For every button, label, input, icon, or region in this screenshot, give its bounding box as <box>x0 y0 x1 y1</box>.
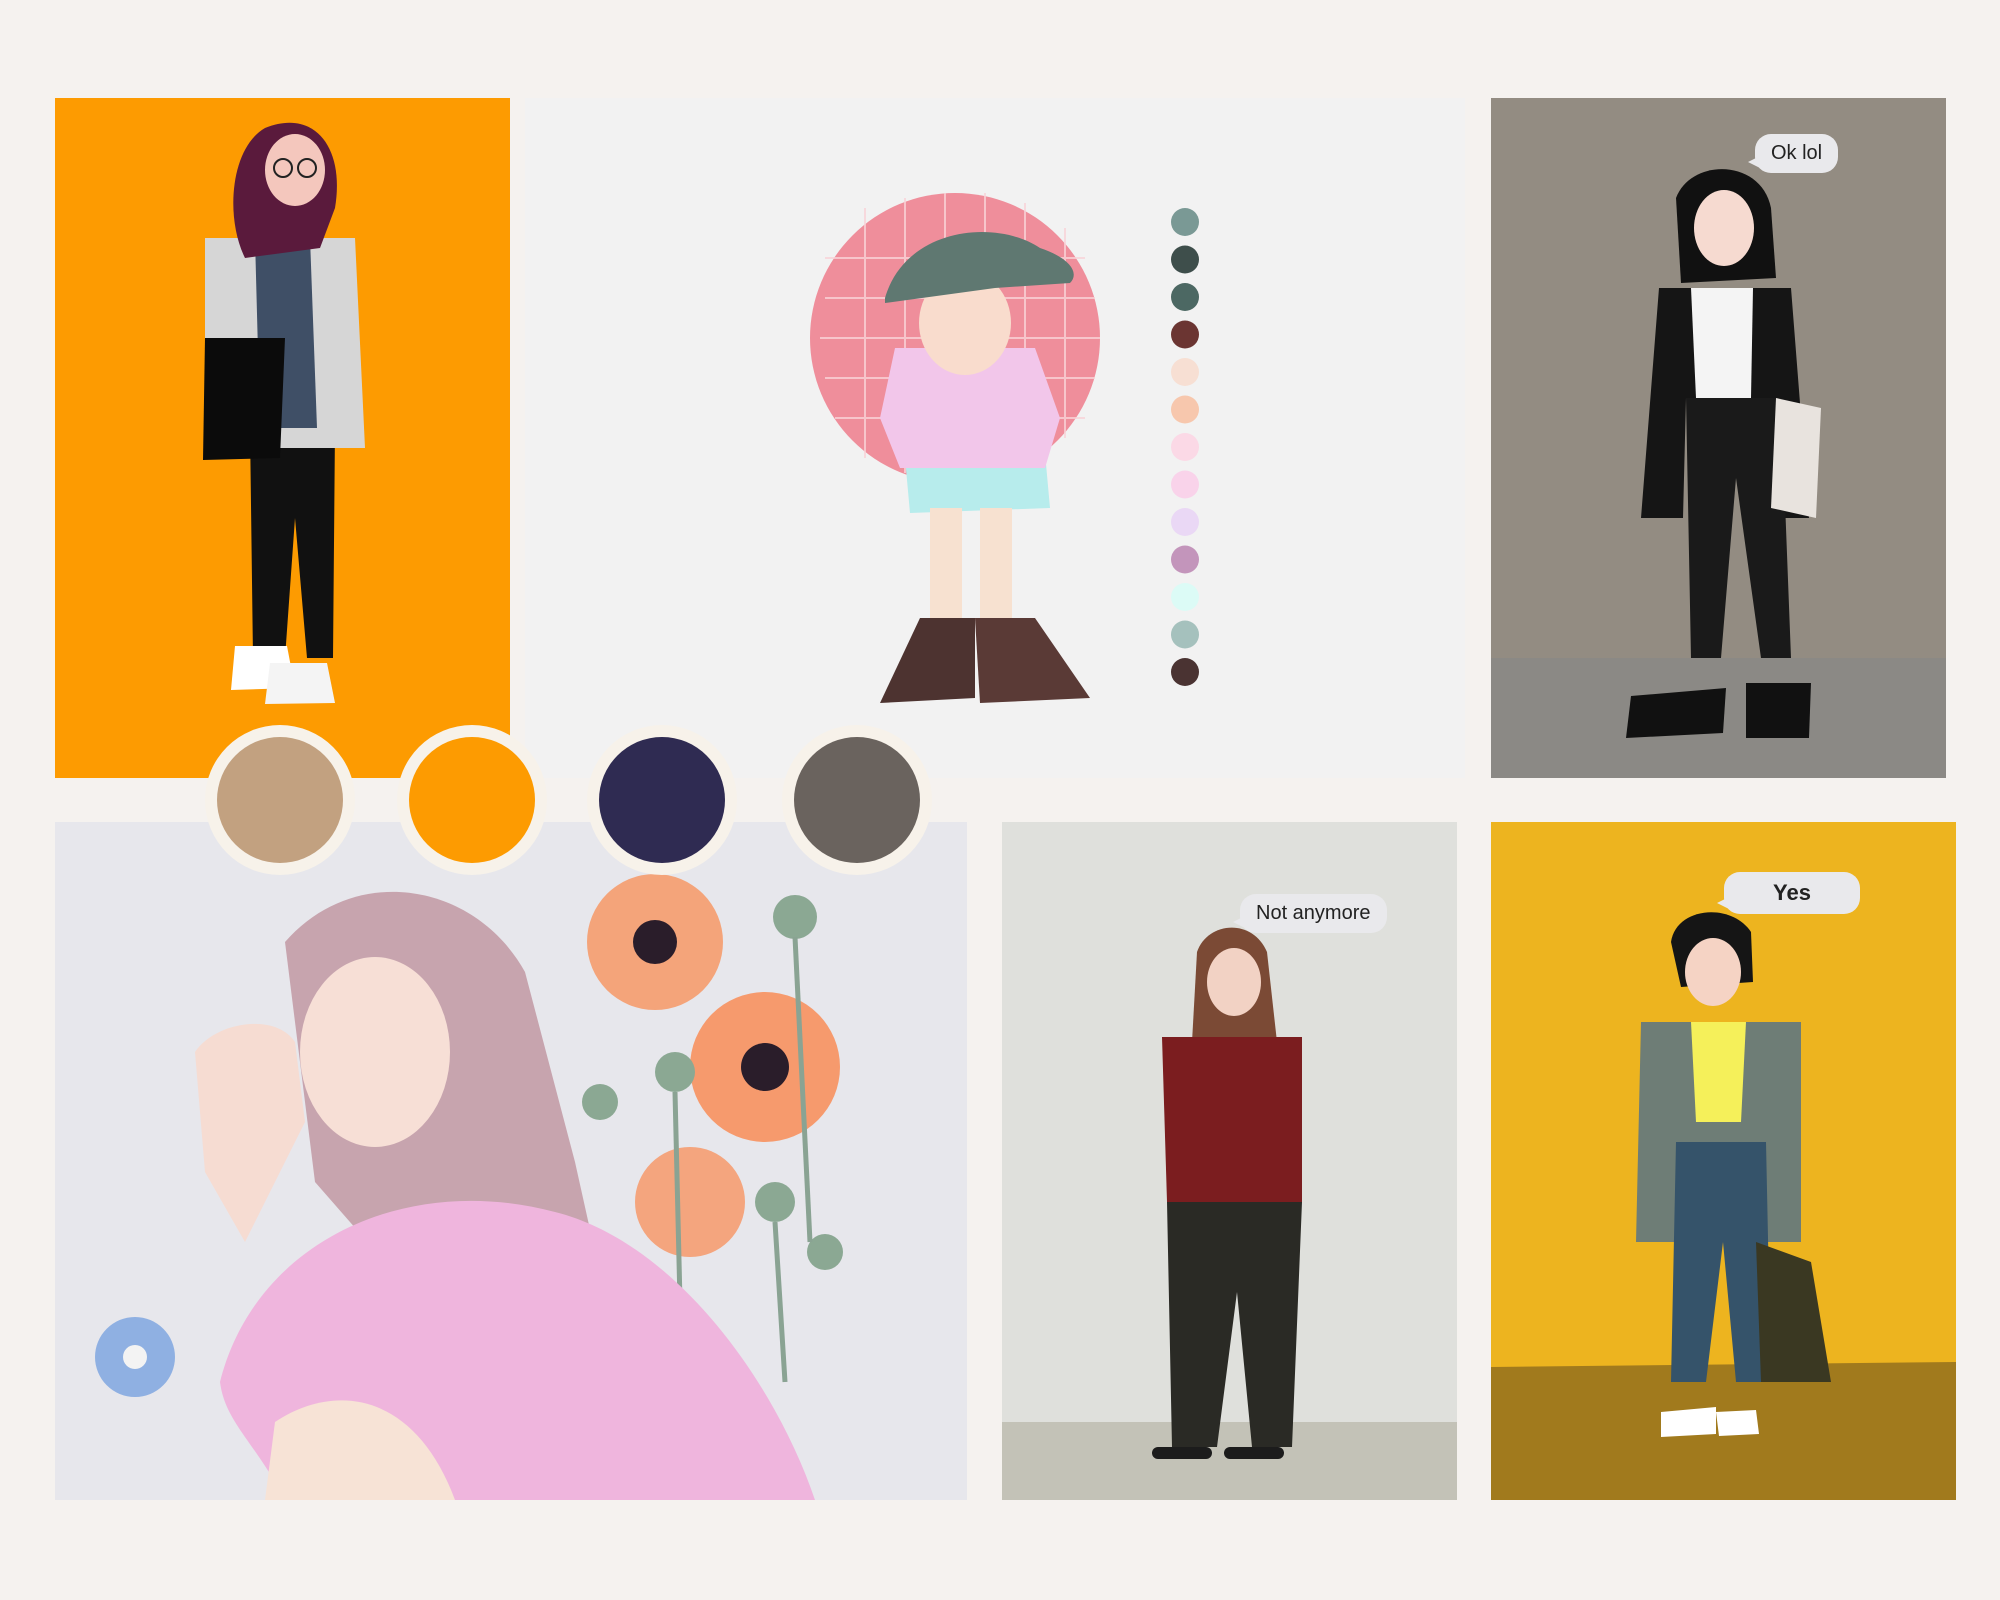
child-palette-dot <box>1171 470 1199 499</box>
illustration-ok-lol-girl: Ok lol <box>1491 98 1946 778</box>
not-anymore-artwork <box>1002 822 1457 1500</box>
speech-bubble-ok-lol: Ok lol <box>1747 134 1839 173</box>
illustration-child-with-hat <box>525 98 1465 778</box>
palette-swatch-grey <box>782 725 932 875</box>
speech-bubble-yes: Yes <box>1717 872 1860 914</box>
palette-swatch-orange <box>397 725 547 875</box>
poppy-flowers <box>582 874 843 1383</box>
child-palette-dot <box>1171 433 1199 461</box>
child-palette-dot <box>1171 283 1199 311</box>
child-color-palette <box>1171 208 1199 686</box>
illustration-yes-girl: Yes <box>1491 822 1956 1500</box>
poppy-girl-artwork <box>55 822 967 1500</box>
child-palette-dot <box>1171 583 1199 611</box>
illustration-not-anymore-woman: Not anymore <box>1002 822 1457 1500</box>
swatch-fill <box>217 737 343 863</box>
illustration-girl-with-poppies <box>55 822 967 1500</box>
swatch-fill <box>794 737 920 863</box>
child-palette-dot <box>1171 245 1199 274</box>
child-palette-dot <box>1171 208 1199 236</box>
hijab-girl-artwork <box>55 98 510 778</box>
illustration-hijab-girl <box>55 98 510 778</box>
child-artwork <box>525 98 1465 778</box>
child-palette-dot <box>1171 545 1199 574</box>
yes-girl-artwork <box>1491 822 1956 1500</box>
child-palette-dot <box>1171 358 1199 386</box>
ok-lol-artwork <box>1491 98 1946 778</box>
speech-bubble-not-anymore: Not anymore <box>1233 894 1387 933</box>
child-palette-dot <box>1171 320 1199 349</box>
palette-swatch-tan <box>205 725 355 875</box>
swatch-fill <box>409 737 535 863</box>
child-palette-dot <box>1171 508 1199 536</box>
child-palette-dot <box>1171 395 1199 424</box>
swatch-fill <box>599 737 725 863</box>
child-palette-dot <box>1171 658 1199 686</box>
palette-swatch-navy <box>587 725 737 875</box>
child-palette-dot <box>1171 620 1199 649</box>
